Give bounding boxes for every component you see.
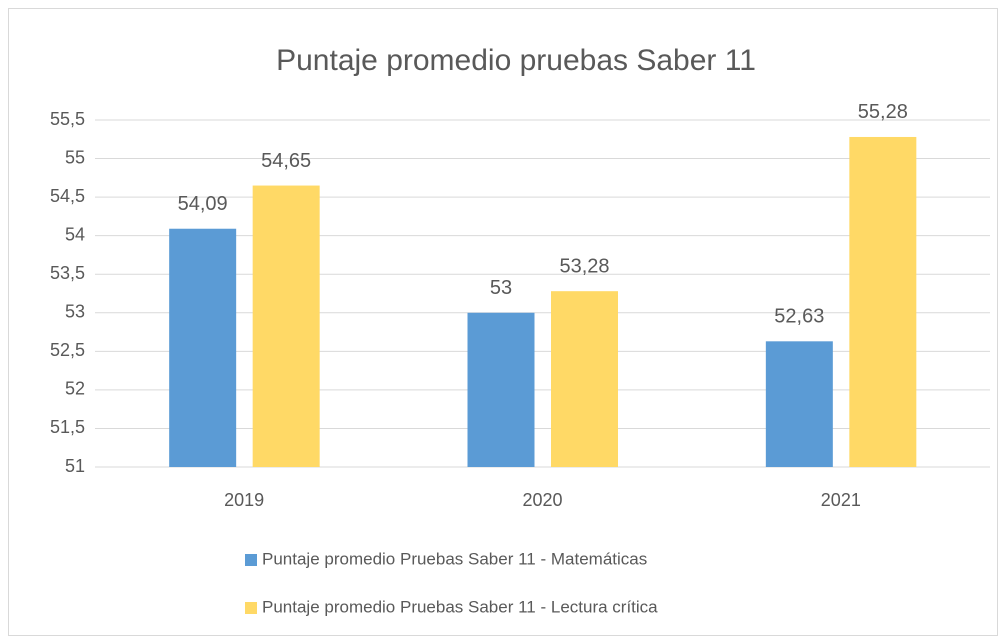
y-tick-label: 53,5 [50, 263, 85, 283]
legend-swatch [245, 602, 257, 614]
bar [467, 312, 535, 467]
y-tick-label: 51,5 [50, 417, 85, 437]
legend-label: Puntaje promedio Pruebas Saber 11 - Lect… [262, 597, 658, 616]
y-tick-label: 55,5 [50, 109, 85, 129]
x-tick-label: 2019 [224, 490, 264, 510]
y-tick-label: 53 [65, 302, 85, 322]
legend-label: Puntaje promedio Pruebas Saber 11 - Mate… [262, 549, 647, 568]
data-label: 54,65 [261, 150, 311, 172]
x-tick-label: 2021 [821, 490, 861, 510]
y-tick-label: 52,5 [50, 340, 85, 360]
bar [849, 136, 917, 467]
bar [169, 228, 237, 467]
chart-title: Puntaje promedio pruebas Saber 11 [276, 44, 756, 77]
y-tick-label: 52 [65, 379, 85, 399]
data-label: 54,09 [178, 193, 228, 215]
data-label: 52,63 [774, 306, 824, 328]
bar [765, 341, 833, 467]
data-label: 53 [490, 277, 512, 299]
data-label: 53,28 [559, 255, 609, 277]
y-tick-label: 55 [65, 147, 85, 167]
y-tick-label: 54,5 [50, 186, 85, 206]
bar [252, 185, 320, 468]
x-tick-label: 2020 [522, 490, 562, 510]
legend-swatch [245, 554, 257, 566]
y-tick-label: 51 [65, 456, 85, 476]
bar [551, 291, 618, 467]
y-tick-label: 54 [65, 224, 85, 244]
data-label: 55,28 [858, 101, 908, 123]
